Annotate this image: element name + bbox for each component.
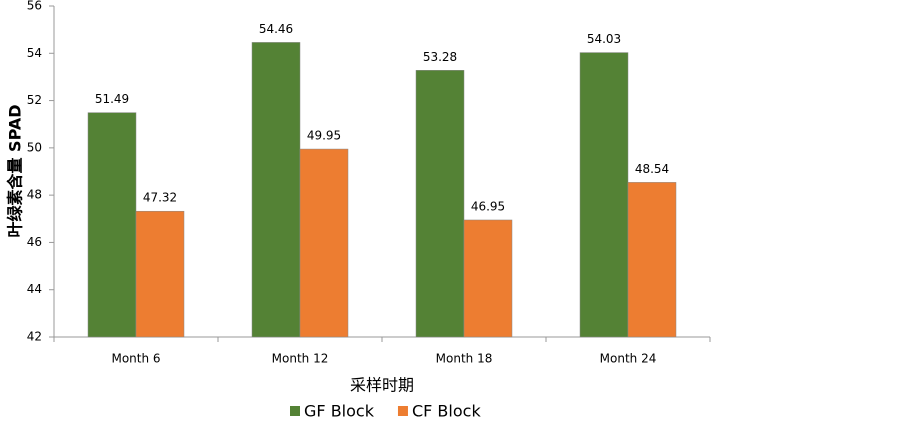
data-label: 49.95 [307,129,341,143]
y-tick-label: 44 [27,282,42,296]
y-tick-label: 48 [27,188,42,202]
y-axis-label: 叶绿素含量 SPAD [6,104,25,237]
legend-label: GF Block [304,402,375,421]
data-label: 54.46 [259,22,293,36]
data-label: 46.95 [471,199,505,213]
x-tick-label: Month 24 [600,352,657,366]
x-tick-label: Month 12 [272,352,329,366]
bar [299,148,349,338]
legend-label: CF Block [412,402,481,421]
data-label: 54.03 [587,32,621,46]
x-tick-label: Month 18 [436,352,493,366]
x-tick-label: Month 6 [111,352,160,366]
data-label: 53.28 [423,50,457,64]
x-axis-label: 采样时期 [350,376,414,395]
bar [87,112,137,338]
y-tick-label: 50 [27,140,42,154]
bar [251,42,301,338]
bar [627,182,677,338]
y-tick-label: 46 [27,235,42,249]
bar [579,52,629,338]
y-tick-label: 56 [27,0,42,13]
bar [135,210,185,338]
legend-swatch [397,406,408,416]
data-label: 47.32 [143,191,177,205]
y-tick-label: 42 [27,330,42,344]
bar [463,219,513,338]
data-label: 51.49 [95,92,129,106]
y-tick-label: 54 [27,46,42,60]
data-label: 48.54 [635,162,669,176]
bar [415,70,465,338]
legend-swatch [290,406,300,416]
y-tick-label: 52 [27,93,42,107]
